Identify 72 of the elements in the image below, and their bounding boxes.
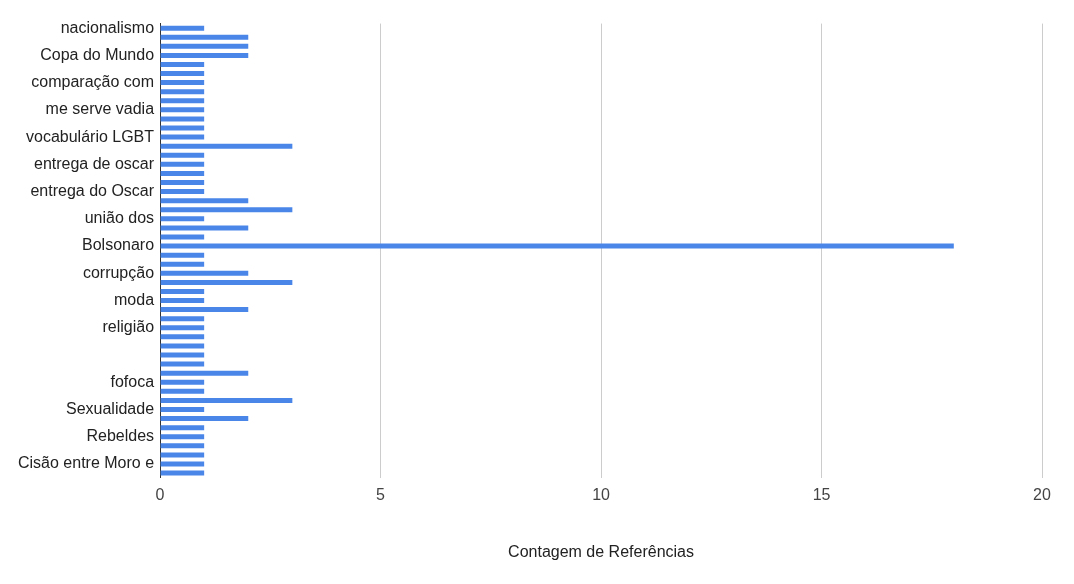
- bar: [160, 52, 249, 58]
- bar: [160, 143, 293, 149]
- y-tick-label: entrega de oscar: [33, 154, 155, 172]
- bar: [160, 152, 205, 158]
- bar: [160, 34, 249, 40]
- bar: [160, 425, 205, 431]
- bar: [160, 25, 205, 31]
- y-tick-label: Copa do Mundo: [40, 45, 155, 63]
- x-tick-label: 10: [592, 485, 611, 503]
- bar: [160, 125, 205, 131]
- bar: [160, 134, 205, 140]
- bar: [160, 89, 205, 95]
- y-tick-label: Cisão entre Moro e: [18, 454, 155, 472]
- bar: [160, 98, 205, 104]
- x-tick-label: 20: [1033, 485, 1051, 503]
- x-tick-label: 5: [376, 485, 386, 503]
- bar: [160, 388, 205, 394]
- bar: [160, 180, 205, 185]
- bar: [160, 370, 249, 376]
- y-tick-label: religião: [102, 318, 155, 336]
- bar: [160, 361, 205, 367]
- bar: [160, 443, 205, 449]
- bar: [160, 279, 293, 285]
- bar: [160, 334, 205, 340]
- bar: [160, 452, 205, 458]
- bar: [160, 316, 205, 322]
- y-tick-label: Rebeldes: [86, 427, 155, 445]
- y-tick-label: Sexualidade: [65, 399, 155, 417]
- bar: [160, 216, 205, 222]
- bar: [160, 71, 205, 77]
- bar: [160, 107, 205, 113]
- y-tick-label: nacionalismo: [60, 18, 155, 36]
- y-tick-label: fofoca: [110, 372, 155, 390]
- x-axis-title: Contagem de Referências: [508, 542, 694, 560]
- bar: [160, 116, 205, 122]
- y-tick-label: comparação com: [31, 73, 155, 91]
- bar: [160, 470, 205, 476]
- x-tick-label: 0: [155, 485, 165, 503]
- bar: [160, 198, 249, 204]
- bar: [160, 298, 205, 304]
- bar: [160, 343, 205, 349]
- bar: [160, 270, 249, 276]
- bar: [160, 407, 205, 412]
- y-tick-label: entrega do Oscar: [30, 181, 155, 199]
- bar: [160, 379, 205, 385]
- bar: [160, 261, 205, 267]
- y-tick-label: vocabulário LGBT: [26, 127, 155, 145]
- bar: [160, 243, 954, 249]
- bar: [160, 325, 205, 331]
- y-tick-label: corrupção: [82, 263, 155, 281]
- bar: [160, 434, 205, 440]
- bar: [160, 43, 249, 49]
- bar: [160, 80, 205, 86]
- bar: [160, 225, 249, 231]
- bar: [160, 352, 205, 358]
- y-tick-label: moda: [114, 290, 155, 308]
- bar: [160, 252, 205, 258]
- y-tick-label: me serve vadia: [45, 100, 155, 118]
- y-tick-label: Bolsonaro: [82, 236, 155, 254]
- y-tick-label: união dos: [84, 209, 155, 227]
- bar: [160, 307, 249, 313]
- bar: [160, 461, 205, 467]
- bar: [160, 61, 205, 67]
- x-tick-label: 15: [812, 485, 831, 503]
- bar: [160, 234, 205, 240]
- bar: [160, 161, 205, 167]
- bar: [160, 288, 205, 294]
- bar: [160, 416, 249, 422]
- bar: [160, 170, 205, 176]
- bar: [160, 397, 293, 403]
- bar: [160, 189, 205, 195]
- bar: [160, 207, 293, 213]
